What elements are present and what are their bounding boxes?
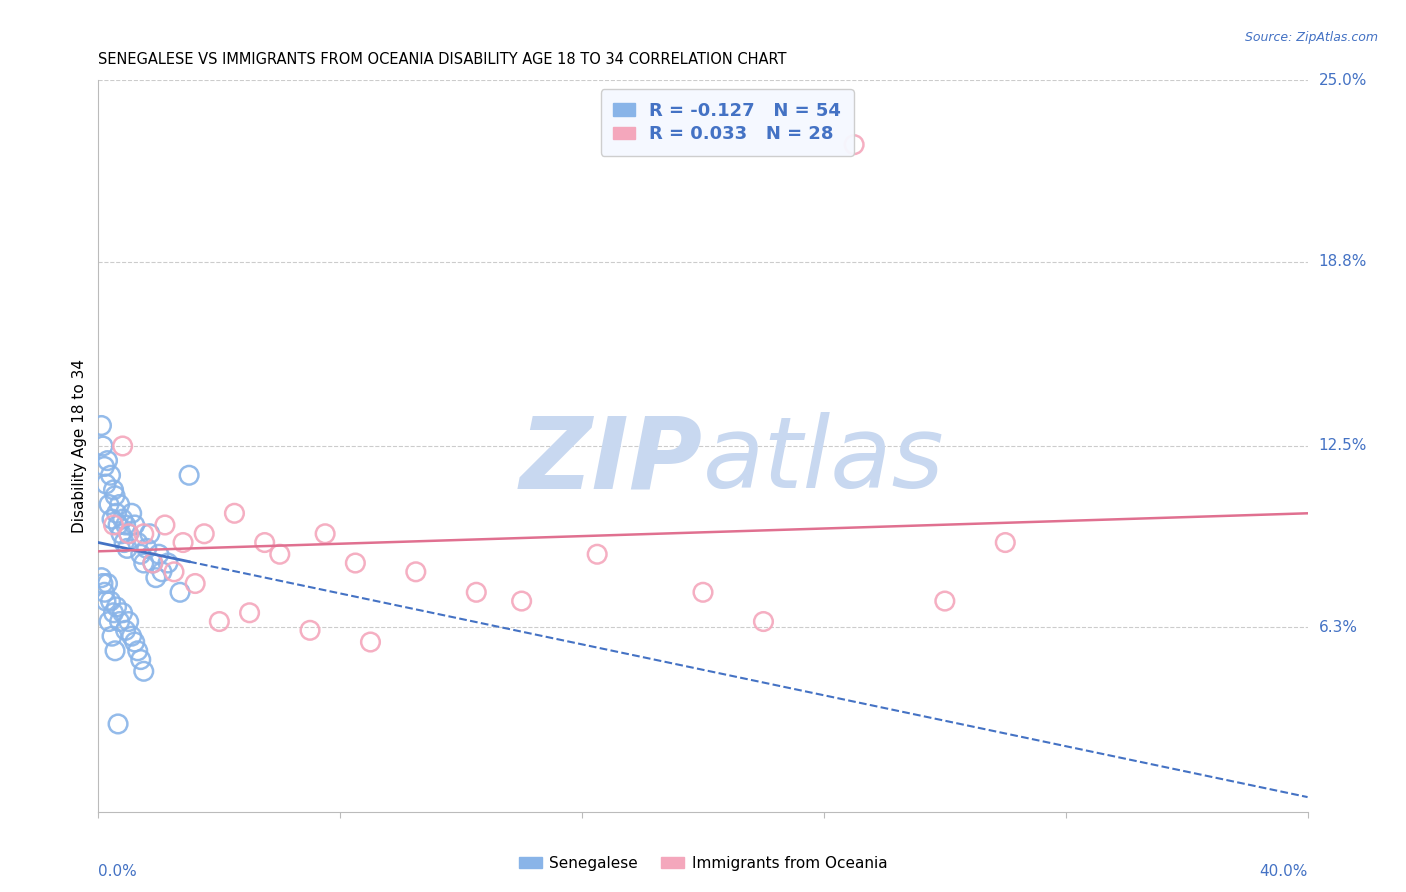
- Point: [148, 547, 170, 561]
- Point: [94, 594, 117, 608]
- Point: [94, 477, 117, 491]
- Point: [105, 506, 128, 520]
- Point: [360, 635, 382, 649]
- Point: [118, 526, 141, 541]
- Point: [96, 453, 118, 467]
- Text: 40.0%: 40.0%: [1260, 864, 1308, 880]
- Text: atlas: atlas: [703, 412, 945, 509]
- Point: [100, 594, 122, 608]
- Point: [124, 518, 146, 533]
- Point: [118, 526, 141, 541]
- Point: [752, 615, 775, 629]
- Point: [108, 498, 131, 512]
- Point: [253, 535, 276, 549]
- Point: [239, 606, 262, 620]
- Point: [132, 526, 155, 541]
- Point: [844, 137, 866, 152]
- Point: [127, 535, 149, 549]
- Text: 6.3%: 6.3%: [1319, 620, 1358, 635]
- Point: [184, 576, 207, 591]
- Point: [91, 576, 114, 591]
- Point: [90, 571, 112, 585]
- Point: [90, 418, 112, 433]
- Point: [111, 512, 134, 526]
- Text: 18.8%: 18.8%: [1319, 254, 1367, 269]
- Point: [127, 644, 149, 658]
- Point: [98, 615, 121, 629]
- Point: [124, 635, 146, 649]
- Point: [108, 615, 131, 629]
- Point: [465, 585, 488, 599]
- Point: [105, 599, 128, 614]
- Point: [172, 535, 194, 549]
- Point: [110, 526, 132, 541]
- Text: 0.0%: 0.0%: [98, 864, 138, 880]
- Point: [107, 717, 129, 731]
- Point: [107, 518, 129, 533]
- Point: [934, 594, 956, 608]
- Point: [510, 594, 533, 608]
- Point: [96, 576, 118, 591]
- Point: [132, 665, 155, 679]
- Point: [103, 518, 125, 533]
- Point: [129, 652, 152, 666]
- Point: [994, 535, 1017, 549]
- Point: [299, 624, 322, 638]
- Point: [208, 615, 231, 629]
- Point: [129, 547, 152, 561]
- Point: [344, 556, 367, 570]
- Point: [169, 585, 191, 599]
- Point: [156, 556, 179, 570]
- Point: [135, 541, 157, 556]
- Point: [101, 512, 124, 526]
- Point: [314, 526, 336, 541]
- Text: ZIP: ZIP: [520, 412, 703, 509]
- Point: [121, 629, 143, 643]
- Point: [150, 565, 173, 579]
- Text: 12.5%: 12.5%: [1319, 439, 1367, 453]
- Point: [98, 498, 121, 512]
- Point: [103, 606, 125, 620]
- Point: [112, 535, 135, 549]
- Point: [586, 547, 609, 561]
- Point: [104, 644, 127, 658]
- Point: [692, 585, 714, 599]
- Point: [93, 585, 115, 599]
- Point: [101, 629, 124, 643]
- Point: [115, 541, 138, 556]
- Point: [111, 439, 134, 453]
- Text: SENEGALESE VS IMMIGRANTS FROM OCEANIA DISABILITY AGE 18 TO 34 CORRELATION CHART: SENEGALESE VS IMMIGRANTS FROM OCEANIA DI…: [98, 52, 787, 67]
- Point: [405, 565, 427, 579]
- Point: [163, 565, 186, 579]
- Point: [139, 526, 162, 541]
- Point: [142, 556, 165, 570]
- Point: [121, 506, 143, 520]
- Point: [118, 615, 141, 629]
- Point: [91, 439, 114, 453]
- Point: [111, 606, 134, 620]
- Point: [142, 556, 165, 570]
- Point: [114, 518, 136, 533]
- Point: [114, 624, 136, 638]
- Point: [224, 506, 246, 520]
- Text: 25.0%: 25.0%: [1319, 73, 1367, 87]
- Point: [104, 489, 127, 503]
- Point: [103, 483, 125, 497]
- Point: [269, 547, 291, 561]
- Point: [179, 468, 201, 483]
- Text: Source: ZipAtlas.com: Source: ZipAtlas.com: [1244, 31, 1378, 45]
- Point: [153, 518, 176, 533]
- Point: [193, 526, 215, 541]
- Point: [93, 459, 115, 474]
- Y-axis label: Disability Age 18 to 34: Disability Age 18 to 34: [72, 359, 87, 533]
- Point: [100, 468, 122, 483]
- Point: [132, 556, 155, 570]
- Legend: Senegalese, Immigrants from Oceania: Senegalese, Immigrants from Oceania: [513, 850, 893, 877]
- Point: [145, 571, 167, 585]
